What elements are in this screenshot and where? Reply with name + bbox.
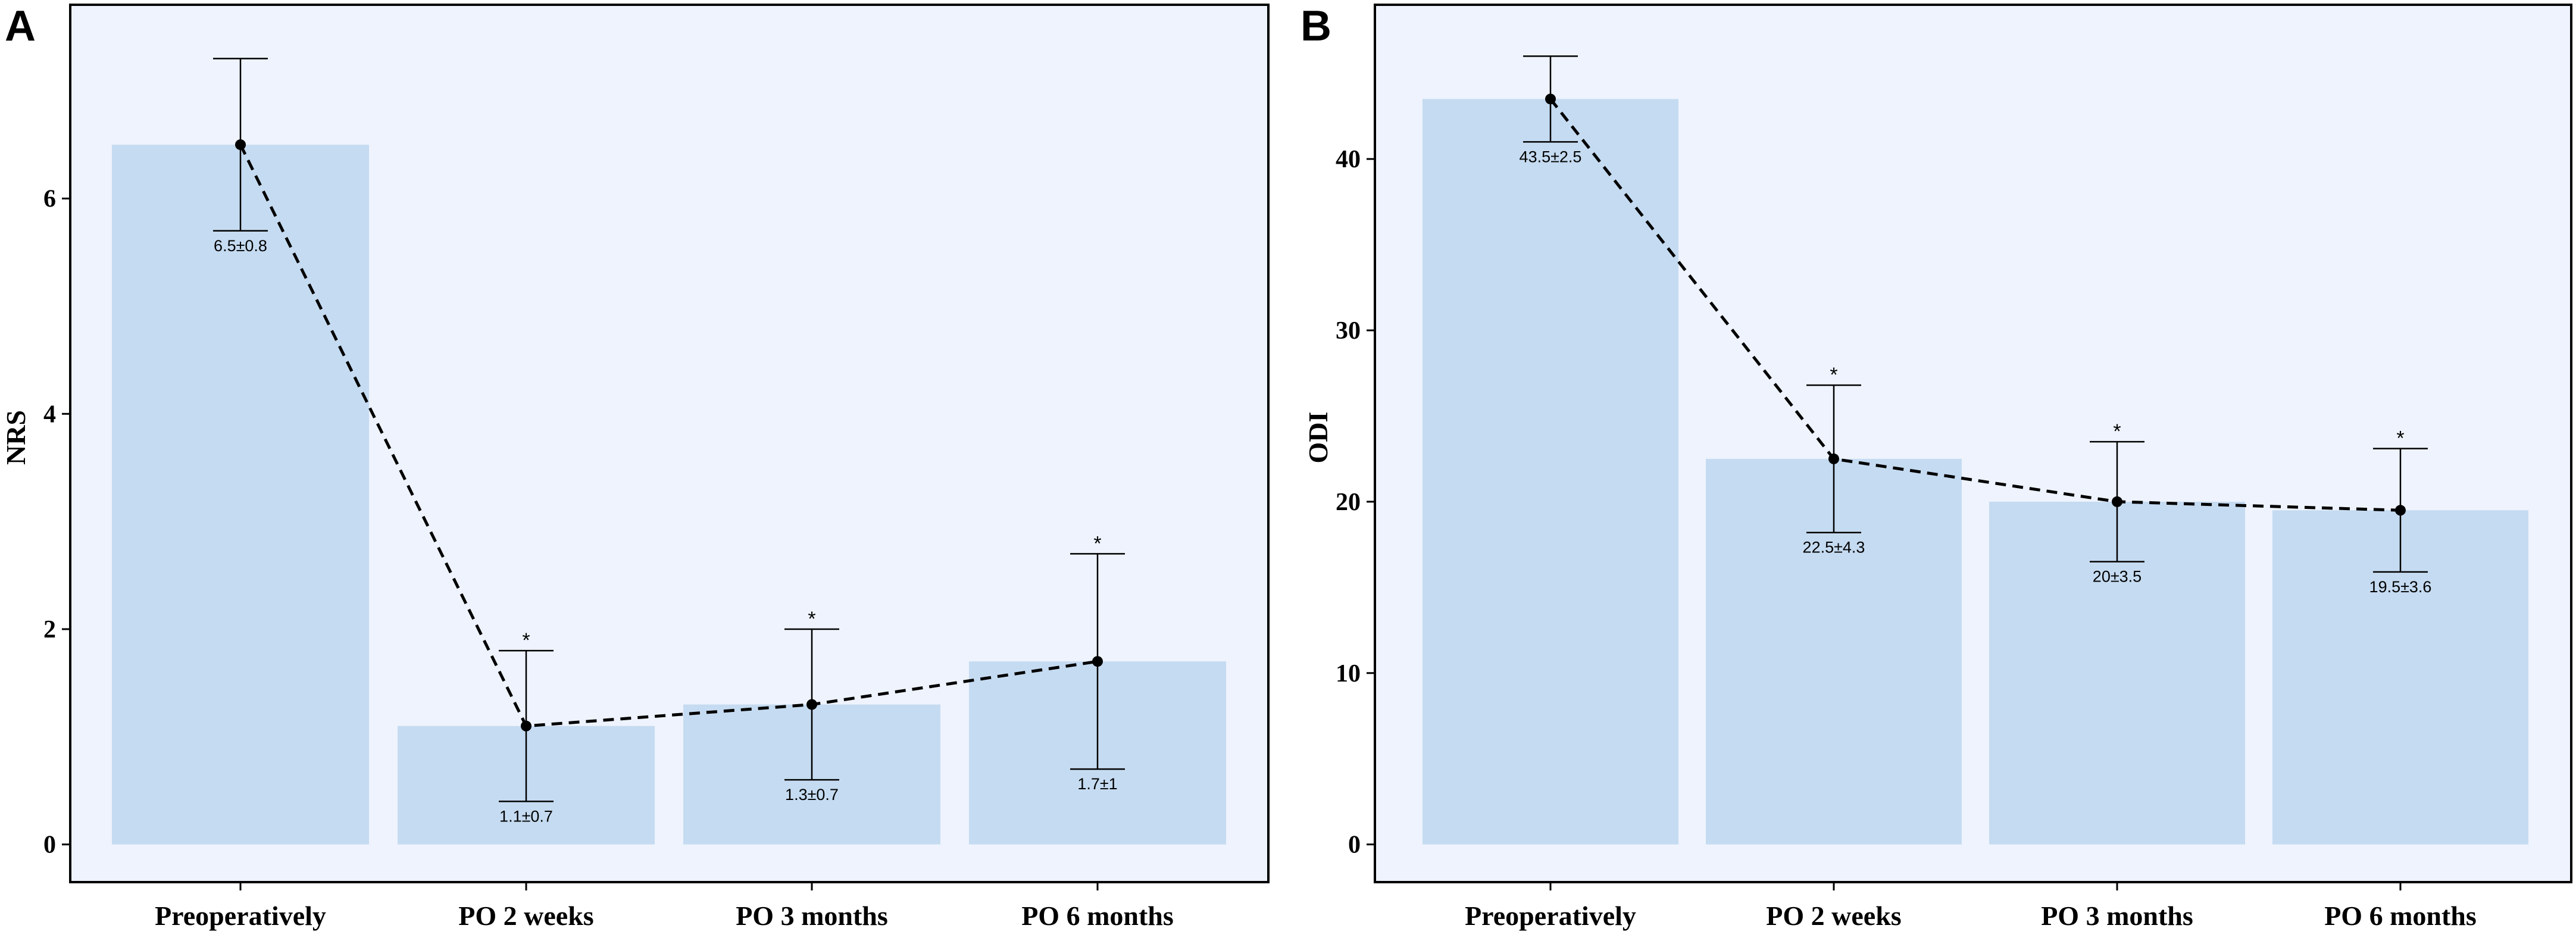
mean-point-a [806, 699, 817, 710]
y-tick-label-a: 0 [43, 832, 56, 859]
bar-a [112, 145, 369, 845]
data-label-b: 19.5±3.6 [2369, 578, 2432, 596]
panel-b: B ODI 0 10 20 30 40 Preoperatively 43.5±2.5 PO … [1300, 2, 2572, 931]
data-label-a: 1.1±0.7 [499, 807, 553, 825]
category-label-b: Preoperatively [1465, 901, 1636, 931]
data-label-a: 6.5±0.8 [214, 237, 267, 255]
panel-letter-a: A [5, 2, 36, 50]
y-axis-title-b: ODI [1303, 412, 1333, 464]
data-label-a: 1.7±1 [1077, 775, 1117, 793]
data-label-a: 1.3±0.7 [785, 786, 839, 804]
bar-b [1423, 99, 1678, 845]
mean-point-a [521, 720, 532, 732]
data-label-b: 20±3.5 [2093, 568, 2142, 586]
y-tick-label-a: 2 [43, 616, 56, 643]
chart-marks-b: 0 10 20 30 40 Preoperatively 43.5±2.5 PO 2 week… [1336, 55, 2528, 931]
mean-point-a [1092, 656, 1103, 667]
chart-marks-a: 0 2 4 6 Preoperatively 6.5±0.8 PO 2 weeks 1.1±0… [43, 58, 1226, 931]
significance-marker-a: * [522, 629, 530, 652]
y-tick-label-b: 20 [1336, 489, 1361, 516]
y-tick-label-a: 6 [43, 186, 56, 213]
category-label-b: PO 6 months [2324, 901, 2477, 931]
panel-a: A NRS 0 2 4 6 Preoperatively 6.5±0.8 PO 2 week… [1, 2, 1270, 931]
y-tick-label-b: 10 [1336, 660, 1361, 687]
mean-point-b [2395, 505, 2406, 516]
category-label-a: PO 6 months [1021, 901, 1174, 931]
significance-marker-a: * [808, 608, 815, 630]
significance-marker-b: * [2396, 427, 2404, 450]
category-label-b: PO 2 weeks [1766, 901, 1901, 931]
panel-letter-b: B [1300, 2, 1331, 50]
y-tick-label-a: 4 [43, 401, 56, 428]
mean-point-a [235, 139, 246, 151]
category-label-b: PO 3 months [2041, 901, 2193, 931]
category-label-a: PO 3 months [736, 901, 888, 931]
mean-trend-line-a [239, 144, 1098, 728]
significance-marker-a: * [1093, 532, 1101, 555]
mean-point-b [1828, 453, 1839, 464]
y-axis-title-a: NRS [1, 410, 31, 465]
y-tick-label-b: 0 [1348, 832, 1361, 859]
significance-marker-b: * [1830, 364, 1837, 386]
significance-marker-b: * [2113, 420, 2121, 443]
data-label-b: 43.5±2.5 [1520, 148, 1582, 165]
category-label-a: Preoperatively [155, 901, 326, 931]
category-label-a: PO 2 weeks [458, 901, 593, 931]
mean-point-b [2112, 496, 2122, 507]
mean-point-b [1545, 93, 1556, 105]
y-tick-label-b: 30 [1336, 317, 1361, 345]
data-label-b: 22.5±4.3 [1803, 539, 1865, 557]
y-tick-label-b: 40 [1336, 146, 1361, 173]
mean-trend-line-b [1549, 98, 2401, 512]
